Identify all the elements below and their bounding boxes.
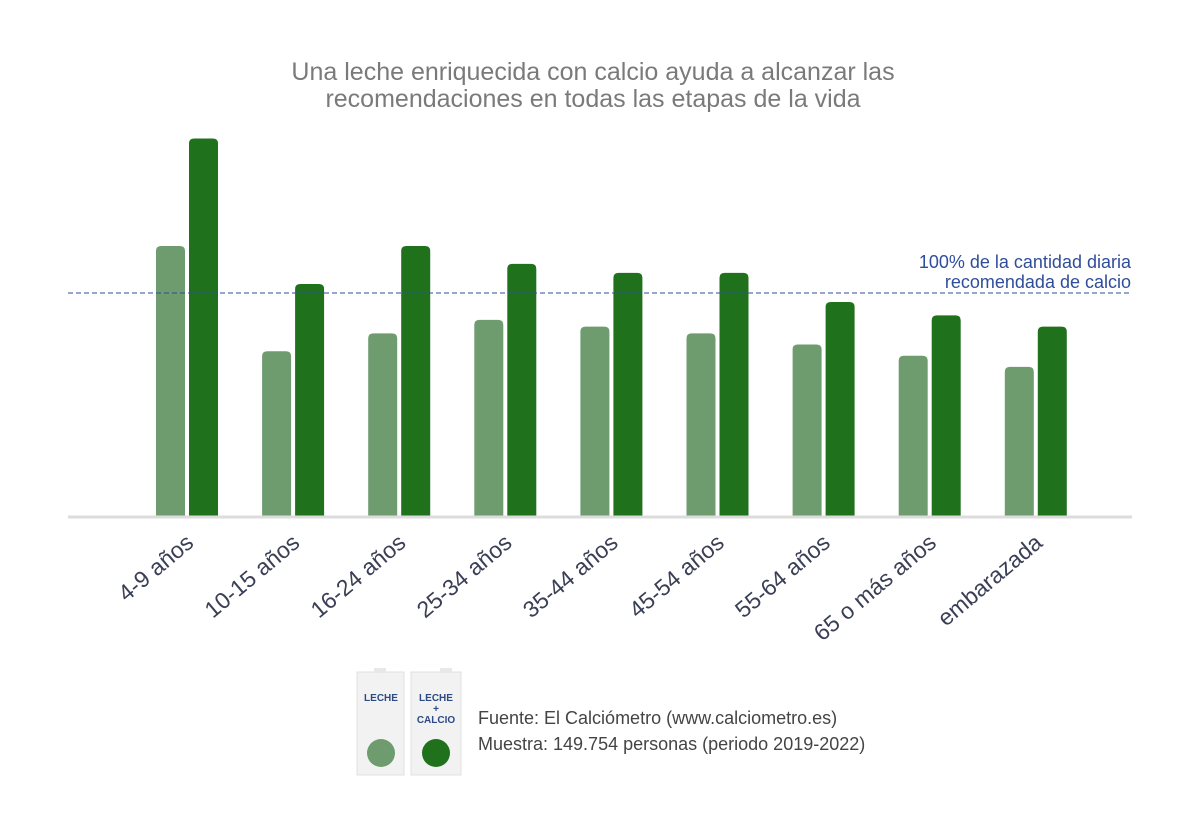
chart-title-line-2: recomendaciones en todas las etapas de l… <box>325 85 860 113</box>
chart-title-line-1: Una leche enriquecida con calcio ayuda a… <box>291 58 894 86</box>
x-tick-labels: 4-9 años 10-15 años 16-24 años 25-34 años 35… <box>113 529 1047 646</box>
legend-swatch-leche-calcio <box>422 739 450 767</box>
source-line: Fuente: El Calciómetro (www.calciometro.… <box>478 708 837 728</box>
bar-leche-5 <box>686 333 716 517</box>
sample-line: Muestra: 149.754 personas (periodo 2019-… <box>478 734 865 754</box>
legend-label-leche-calcio-2: + <box>433 704 439 715</box>
x-tick-label: 4-9 años <box>113 529 198 606</box>
bar-leche-calcio-5 <box>719 272 749 517</box>
bar-leche-calcio-0 <box>189 138 218 517</box>
bar-leche-2 <box>368 333 398 517</box>
reference-label-line-1: 100% de la cantidad diaria <box>919 252 1132 272</box>
bar-leche-4 <box>580 326 610 517</box>
x-tick-label: 45-54 años <box>624 529 729 623</box>
bar-leche-0 <box>156 245 185 517</box>
legend-swatch-leche <box>367 739 395 767</box>
bar-leche-calcio-1 <box>295 284 325 517</box>
legend-label-leche-calcio-1: LECHE <box>419 693 453 704</box>
legend-leche: LECHE <box>356 668 405 776</box>
bar-leche-3 <box>474 319 504 517</box>
x-tick-label: embarazada <box>932 529 1047 631</box>
x-tick-label: 10-15 años <box>199 529 304 623</box>
bar-leche-6 <box>792 344 822 517</box>
bar-leche-7 <box>898 355 928 517</box>
x-tick-label: 16-24 años <box>306 529 411 623</box>
bar-leche-calcio-6 <box>825 301 855 517</box>
reference-label-line-2: recomendada de calcio <box>945 272 1131 292</box>
bar-leche-calcio-7 <box>931 315 961 517</box>
x-tick-label: 25-34 años <box>412 529 517 623</box>
bar-leche-8 <box>1004 366 1034 517</box>
legend-leche-calcio: LECHE + CALCIO <box>410 668 462 776</box>
bar-leche-calcio-4 <box>613 272 643 517</box>
bar-leche-calcio-3 <box>507 263 537 517</box>
bar-leche-calcio-8 <box>1037 326 1067 517</box>
bar-leche-calcio-2 <box>401 245 431 517</box>
bar-leche-1 <box>262 351 292 517</box>
x-tick-label: 55-64 años <box>730 529 835 623</box>
x-tick-label: 35-44 años <box>518 529 623 623</box>
bars-group <box>156 138 1067 517</box>
legend-label-leche: LECHE <box>364 693 398 704</box>
legend-label-leche-calcio-3: CALCIO <box>417 715 456 726</box>
